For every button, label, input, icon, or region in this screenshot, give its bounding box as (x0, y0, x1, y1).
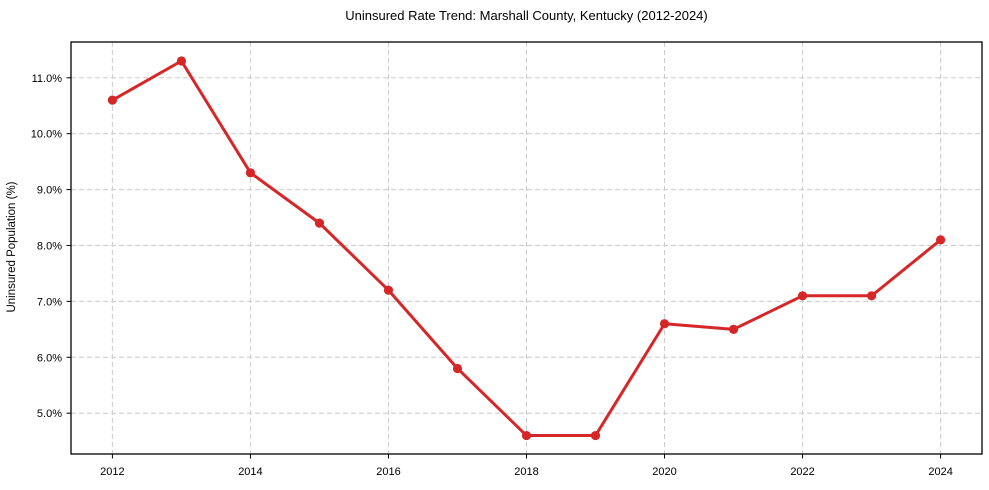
x-tick-label: 2018 (514, 466, 538, 478)
data-point-marker (107, 95, 118, 105)
data-point-marker (659, 319, 670, 329)
y-tick-label: 10.0% (31, 129, 62, 141)
x-tick-label: 2014 (238, 466, 262, 478)
data-point-marker (176, 56, 187, 66)
y-tick-label: 5.0% (37, 408, 62, 420)
data-point-marker (590, 430, 601, 441)
x-tick-label: 2016 (376, 466, 400, 478)
y-tick-label: 7.0% (37, 296, 62, 308)
x-tick-label: 2022 (790, 466, 814, 478)
chart-title: Uninsured Rate Trend: Marshall County, K… (345, 8, 708, 23)
data-point-marker (935, 235, 946, 245)
data-point-marker (383, 285, 394, 295)
y-tick-label: 9.0% (37, 185, 62, 197)
y-tick-label: 6.0% (37, 352, 62, 364)
data-point-marker (728, 324, 739, 334)
y-axis-label: Uninsured Population (%) (6, 181, 18, 313)
data-point-marker (866, 291, 877, 301)
x-tick-label: 2012 (100, 466, 124, 478)
data-point-marker (797, 291, 808, 301)
x-tick-label: 2024 (928, 466, 952, 478)
data-point-marker (314, 218, 325, 228)
y-tick-label: 11.0% (32, 73, 63, 85)
axes-border (70, 41, 983, 455)
data-point-marker (521, 430, 532, 441)
y-tick-label: 8.0% (37, 240, 62, 252)
data-point-marker (245, 168, 256, 178)
data-point-marker (452, 363, 463, 374)
x-tick-label: 2020 (652, 466, 676, 478)
